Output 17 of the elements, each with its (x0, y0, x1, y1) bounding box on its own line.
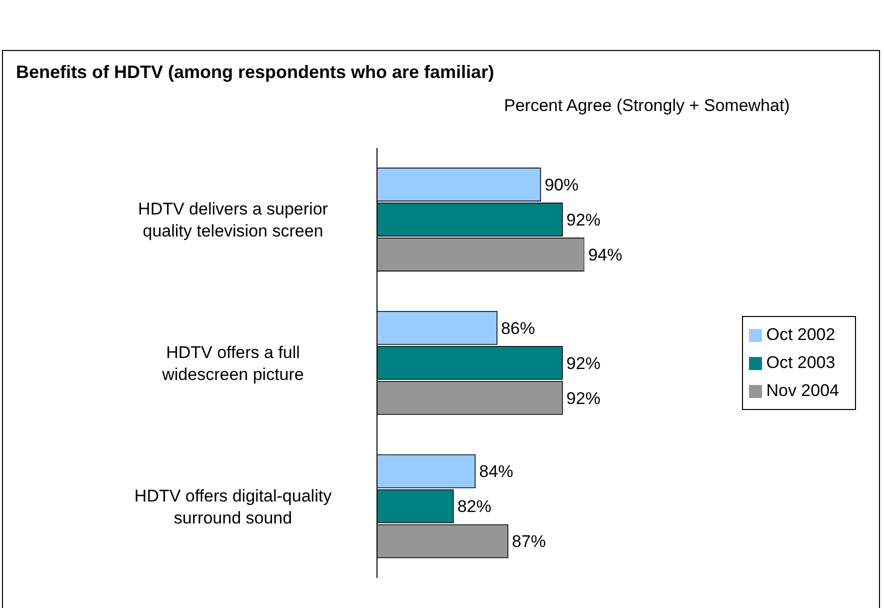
y-tick-label: HDTV offers digital-quality surround sound (134, 486, 332, 528)
y-tick-label: HDTV offers a full widescreen picture (161, 343, 304, 384)
legend-label: Nov 2004 (766, 381, 839, 400)
data-label: 94% (588, 246, 622, 265)
chart-title: Benefits of HDTV (among respondents who are familiar) (16, 62, 494, 83)
text: Percent Agree (Strongly + Somewhat) (504, 96, 790, 116)
data-label: 92% (566, 210, 600, 230)
data-label: 87% (512, 532, 546, 552)
data-label: 86% (500, 318, 535, 338)
data-label: 84% (479, 462, 514, 482)
y-tick-label: HDTV delivers a superior quality television screen (138, 200, 328, 241)
legend-label: Oct 2003 (766, 353, 836, 372)
data-label: 92% (566, 388, 600, 408)
data-label: 90% (544, 176, 579, 195)
data-label: 92% (566, 354, 600, 373)
legend-label: Oct 2002 (766, 325, 836, 344)
data-label: 82% (457, 497, 492, 516)
